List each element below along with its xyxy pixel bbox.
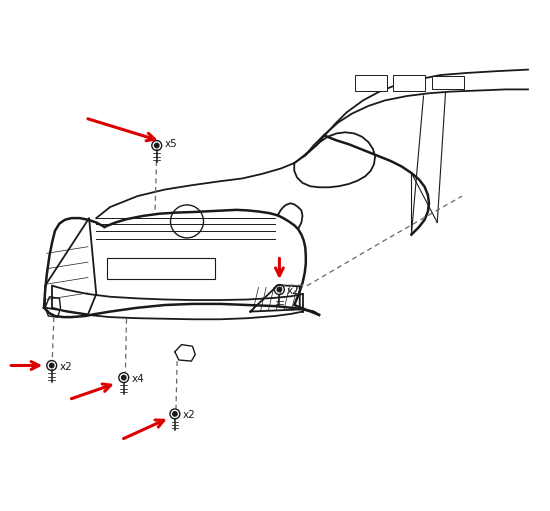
Circle shape bbox=[50, 363, 54, 368]
Bar bbox=[432, 76, 464, 89]
Text: x2: x2 bbox=[59, 362, 72, 371]
Text: x2: x2 bbox=[183, 410, 195, 420]
Text: x4: x4 bbox=[132, 374, 145, 384]
Circle shape bbox=[155, 143, 159, 148]
Text: x2: x2 bbox=[287, 286, 300, 296]
Bar bbox=[107, 258, 214, 278]
Bar bbox=[393, 75, 425, 90]
Circle shape bbox=[173, 412, 177, 416]
Circle shape bbox=[277, 287, 282, 292]
Text: x5: x5 bbox=[165, 140, 178, 149]
Circle shape bbox=[122, 376, 126, 380]
Bar bbox=[355, 75, 387, 90]
